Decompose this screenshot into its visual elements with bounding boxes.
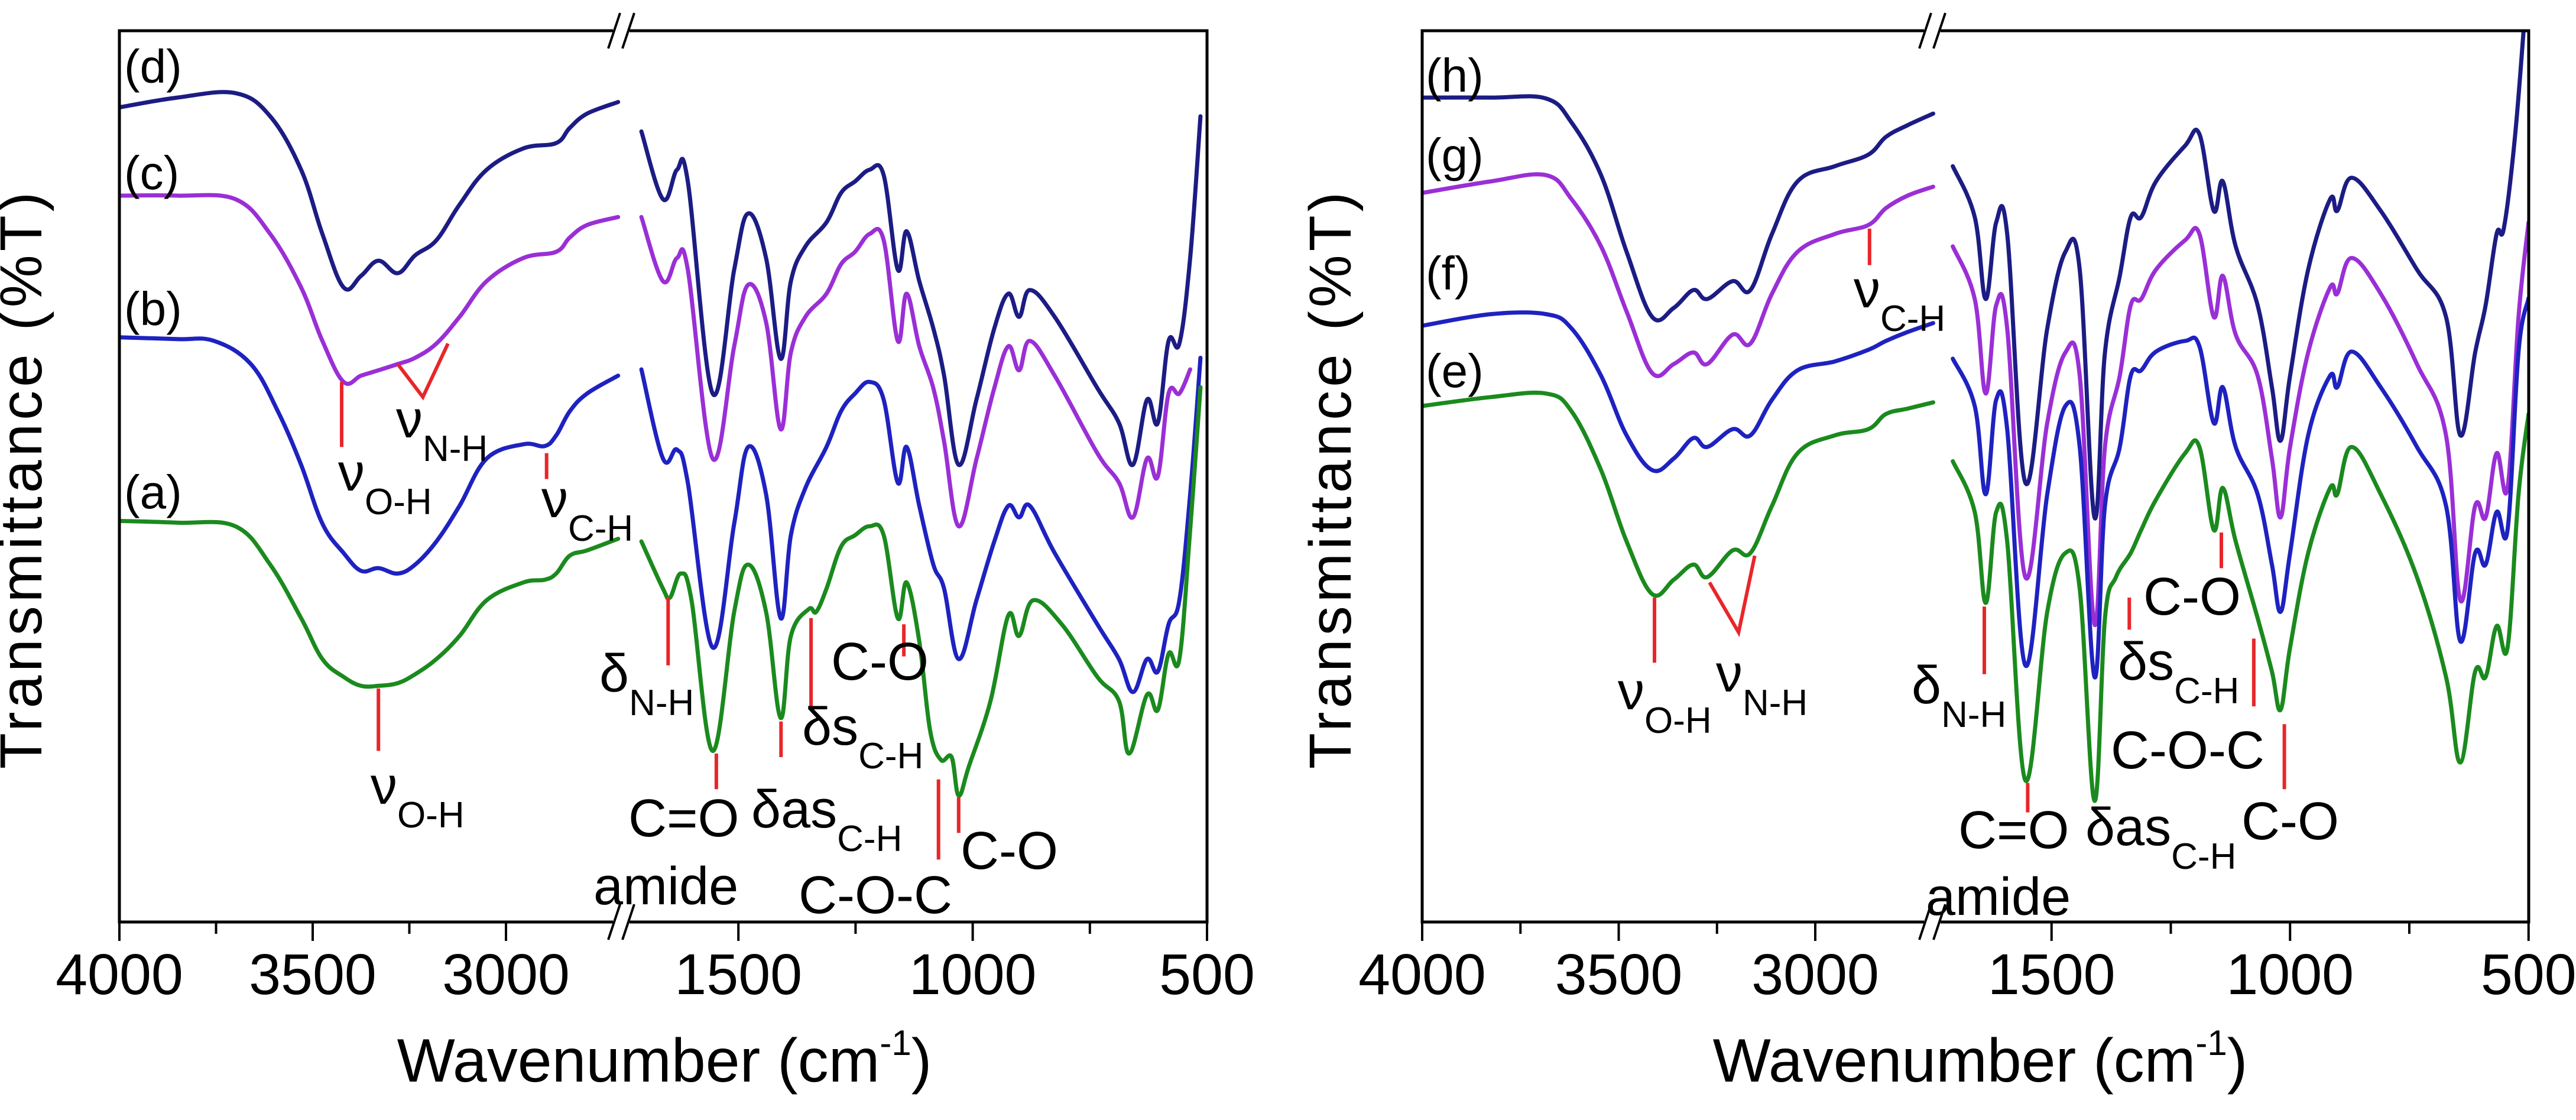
peak-label: νN-H xyxy=(396,390,488,469)
peak-label: νO-H xyxy=(338,443,432,522)
peak-label: δsC-H xyxy=(802,697,923,777)
axis-break-mark xyxy=(1932,904,1946,940)
spectra xyxy=(1422,31,2529,803)
spectrum-f-left xyxy=(1422,310,1935,473)
axis-break-mark xyxy=(1918,12,1932,49)
peak-label: δN-H xyxy=(1912,656,2006,735)
series-label: (c) xyxy=(124,147,179,199)
spectrum-c-right xyxy=(639,215,1192,528)
series-label: (b) xyxy=(124,283,182,335)
spectrum-f-right xyxy=(1951,296,2529,680)
series-label: (f) xyxy=(1426,247,1471,300)
spectrum-a-right xyxy=(639,385,1203,798)
peak-label: νN-H xyxy=(1716,644,1808,723)
x-axis-title: Wavenumber (cm-1) xyxy=(397,1023,932,1095)
spectrum-g-right xyxy=(1951,220,2529,628)
spectrum-a-left xyxy=(119,518,621,689)
peak-label: δasC-H xyxy=(751,780,902,859)
spectrum-b-right xyxy=(639,355,1203,694)
spectrum-c-left xyxy=(119,193,621,386)
peak-label: C=O xyxy=(1958,801,2069,860)
y-axis-title: Transmittance (%T) xyxy=(1297,189,1364,769)
axis-break-mark xyxy=(607,904,621,940)
x-tick-label: 4000 xyxy=(1358,942,1486,1007)
axis-break-gap xyxy=(613,916,630,928)
peak-marker xyxy=(1708,555,1757,638)
x-tick-label: 500 xyxy=(1159,942,1255,1007)
y-axis-title: Transmittance (%T) xyxy=(0,189,54,769)
axis-break-mark xyxy=(607,12,621,49)
series-label: (a) xyxy=(124,466,182,518)
peak-label: C-O-C xyxy=(799,866,952,925)
spectrum-b-left xyxy=(119,335,621,576)
x-tick-label: 1000 xyxy=(2226,942,2354,1007)
peak-label: νC-H xyxy=(541,470,633,549)
peak-label: C=O xyxy=(628,789,739,848)
x-tick-label: 1000 xyxy=(909,942,1037,1007)
x-tick-label: 1500 xyxy=(1988,942,2116,1007)
spectrum-g-left xyxy=(1422,172,1935,378)
x-tick-label: 3000 xyxy=(1751,942,1879,1007)
plot-frame xyxy=(118,29,1209,924)
spectrum-e-right xyxy=(1951,411,2529,803)
right-ftir-panel: (h) (g) (f) (e) 4000 3500 3000 1500 1000 500 Trans… xyxy=(1297,12,2576,1095)
x-tick-label: 500 xyxy=(2481,942,2576,1007)
peak-label: amide xyxy=(1926,868,2071,927)
axis-break-gap xyxy=(1924,25,1941,37)
peak-label: δN-H xyxy=(599,644,694,723)
peak-label: C-O xyxy=(2143,567,2241,626)
axis-break-gap xyxy=(1924,916,1941,928)
x-tick-label: 3500 xyxy=(1555,942,1683,1007)
peak-label: νO-H xyxy=(1618,662,1712,741)
peak-marker xyxy=(396,343,450,401)
peak-label: δasC-H xyxy=(2085,798,2236,877)
axis-break-gap xyxy=(613,25,630,37)
x-tick-label: 3000 xyxy=(442,942,570,1007)
x-axis-title: Wavenumber (cm-1) xyxy=(1713,1023,2248,1095)
series-label: (d) xyxy=(124,40,182,93)
spectrum-e-left xyxy=(1422,390,1935,598)
axis-break-mark xyxy=(1932,12,1946,49)
axis-break-mark xyxy=(1918,904,1932,940)
peak-label: νO-H xyxy=(371,757,465,836)
x-tick-label: 1500 xyxy=(674,942,802,1007)
series-label: (g) xyxy=(1426,129,1484,181)
spectrum-h-right xyxy=(1951,31,2526,521)
axis-break-mark xyxy=(621,12,635,49)
peak-label: νC-H xyxy=(1854,260,1945,339)
x-tick-label: 3500 xyxy=(249,942,377,1007)
x-tick-label: 4000 xyxy=(56,942,183,1007)
left-ftir-panel: (d) (c) (b) (a) 4000 3500 3000 1500 1000 500 Trans… xyxy=(0,12,1255,1095)
series-label: (h) xyxy=(1426,49,1484,102)
spectrum-d-right xyxy=(639,114,1203,468)
peak-label: C-O xyxy=(961,822,1058,881)
peak-label: amide xyxy=(593,857,738,916)
series-label: (e) xyxy=(1426,345,1484,397)
axis-break-mark xyxy=(621,904,635,940)
spectra xyxy=(119,90,1203,798)
peak-label: C-O xyxy=(2241,792,2339,851)
spectrum-h-left xyxy=(1422,94,1935,323)
peak-label: C-O xyxy=(831,632,929,692)
peak-label: C-O-C xyxy=(2111,721,2264,780)
plot-frame xyxy=(1420,29,2530,924)
spectrum-d-left xyxy=(119,90,621,292)
peak-label: δsC-H xyxy=(2118,632,2239,712)
